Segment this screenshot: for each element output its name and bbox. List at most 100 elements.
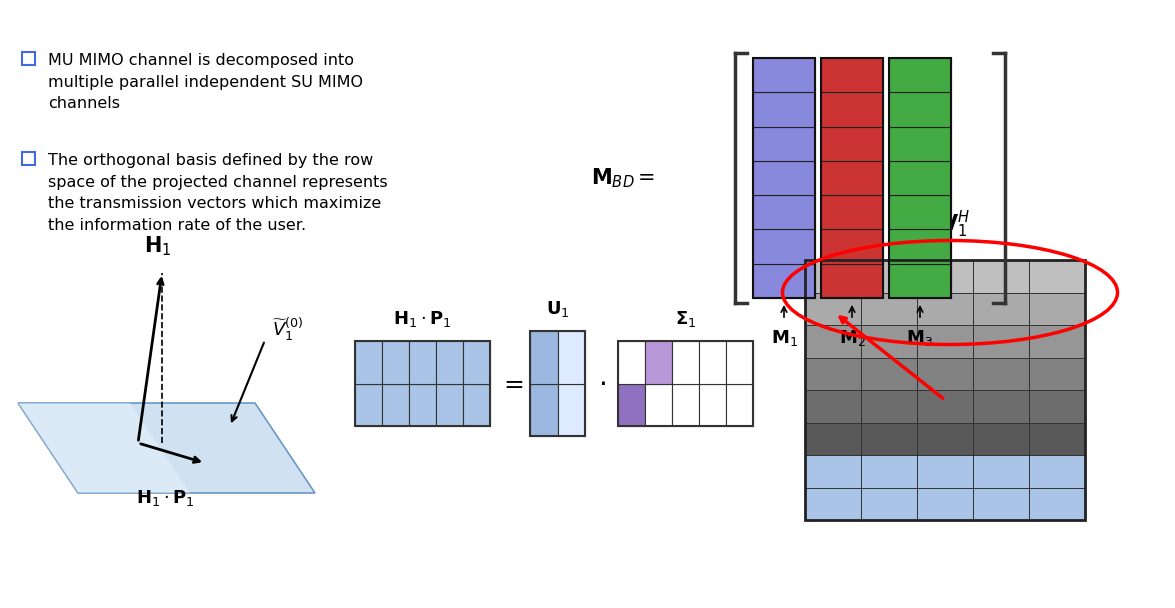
Bar <box>1029 423 1085 455</box>
Bar <box>557 331 585 384</box>
Bar <box>821 161 882 195</box>
Bar <box>436 341 463 384</box>
Bar <box>618 384 645 426</box>
Bar <box>973 488 1029 520</box>
Bar <box>1029 325 1085 358</box>
Bar <box>805 423 861 455</box>
Bar <box>861 488 916 520</box>
Bar <box>645 341 672 384</box>
Bar <box>1029 455 1085 488</box>
Bar <box>726 384 753 426</box>
Bar <box>861 423 916 455</box>
Text: $\mathbf{H}_1 \cdot \mathbf{P}_1$: $\mathbf{H}_1 \cdot \mathbf{P}_1$ <box>135 488 194 508</box>
Bar <box>618 341 645 384</box>
Bar <box>1029 488 1085 520</box>
Bar <box>530 331 557 384</box>
Bar <box>463 341 490 384</box>
Bar <box>821 58 882 298</box>
Bar <box>753 92 815 126</box>
Text: $\mathbf{H}_1 \cdot \mathbf{P}_1$: $\mathbf{H}_1 \cdot \mathbf{P}_1$ <box>394 309 452 329</box>
Bar <box>805 488 861 520</box>
Bar <box>821 92 882 126</box>
Bar <box>409 384 436 426</box>
Bar <box>916 260 973 292</box>
Bar <box>916 325 973 358</box>
Text: The orthogonal basis defined by the row
space of the projected channel represent: The orthogonal basis defined by the row … <box>48 153 388 233</box>
Bar <box>1029 260 1085 292</box>
Bar <box>916 488 973 520</box>
Bar <box>753 58 815 298</box>
Bar <box>973 292 1029 325</box>
Bar <box>753 264 815 298</box>
Text: $\mathbf{U}_1$: $\mathbf{U}_1$ <box>545 299 570 319</box>
Bar <box>699 341 726 384</box>
Bar <box>530 384 557 436</box>
Bar <box>973 325 1029 358</box>
Bar <box>861 292 916 325</box>
Bar <box>463 384 490 426</box>
Bar <box>821 195 882 229</box>
Bar <box>805 390 861 423</box>
Bar <box>355 384 382 426</box>
Text: MU MIMO channel is decomposed into
multiple parallel independent SU MIMO
channel: MU MIMO channel is decomposed into multi… <box>48 53 363 111</box>
Text: $\mathbf{M}_{BD} =$: $\mathbf{M}_{BD} =$ <box>591 166 654 190</box>
Bar <box>1029 292 1085 325</box>
Bar <box>753 126 815 161</box>
Bar <box>805 455 861 488</box>
Text: $\cdot$: $\cdot$ <box>598 370 606 398</box>
Bar <box>889 92 951 126</box>
Bar <box>916 455 973 488</box>
Bar <box>821 58 882 92</box>
Bar <box>355 341 382 384</box>
Bar <box>861 325 916 358</box>
Bar <box>973 423 1029 455</box>
Text: $=$: $=$ <box>499 371 524 395</box>
Bar <box>1029 358 1085 390</box>
Bar <box>753 229 815 264</box>
Bar <box>1029 390 1085 423</box>
Text: $\mathbf{\Sigma}_1$: $\mathbf{\Sigma}_1$ <box>674 309 696 329</box>
Bar <box>22 151 35 165</box>
Bar <box>889 229 951 264</box>
Bar <box>436 384 463 426</box>
Text: $\mathbf{M}_2$: $\mathbf{M}_2$ <box>839 328 866 348</box>
Bar <box>916 292 973 325</box>
Bar <box>530 331 585 436</box>
Bar <box>889 161 951 195</box>
Bar <box>355 341 490 426</box>
Bar <box>916 423 973 455</box>
Bar <box>557 384 585 436</box>
Bar <box>861 455 916 488</box>
Bar <box>805 292 861 325</box>
Bar <box>821 264 882 298</box>
Text: $\widetilde{V}_1^{(0)}$: $\widetilde{V}_1^{(0)}$ <box>271 317 303 344</box>
Text: $\mathbf{M}_1$: $\mathbf{M}_1$ <box>771 328 798 348</box>
Bar <box>753 195 815 229</box>
Bar <box>973 390 1029 423</box>
Bar <box>618 341 753 426</box>
Bar <box>382 341 409 384</box>
Bar <box>889 58 951 298</box>
Bar <box>672 384 699 426</box>
Bar <box>916 358 973 390</box>
Bar <box>699 384 726 426</box>
Bar <box>889 195 951 229</box>
Bar <box>821 126 882 161</box>
Text: $\mathbf{V}_1^H$: $\mathbf{V}_1^H$ <box>940 209 969 240</box>
Bar <box>409 341 436 384</box>
Bar <box>805 260 861 292</box>
Bar <box>973 260 1029 292</box>
Bar <box>753 161 815 195</box>
Polygon shape <box>18 403 315 493</box>
Bar <box>805 358 861 390</box>
Bar <box>382 384 409 426</box>
Bar <box>726 341 753 384</box>
Bar <box>861 358 916 390</box>
Text: $\mathbf{H}_1$: $\mathbf{H}_1$ <box>145 235 172 258</box>
Bar <box>889 126 951 161</box>
Bar <box>861 390 916 423</box>
Bar <box>889 264 951 298</box>
Text: $\mathbf{M}_3$: $\mathbf{M}_3$ <box>906 328 933 348</box>
Bar <box>916 390 973 423</box>
Bar <box>805 260 1085 520</box>
